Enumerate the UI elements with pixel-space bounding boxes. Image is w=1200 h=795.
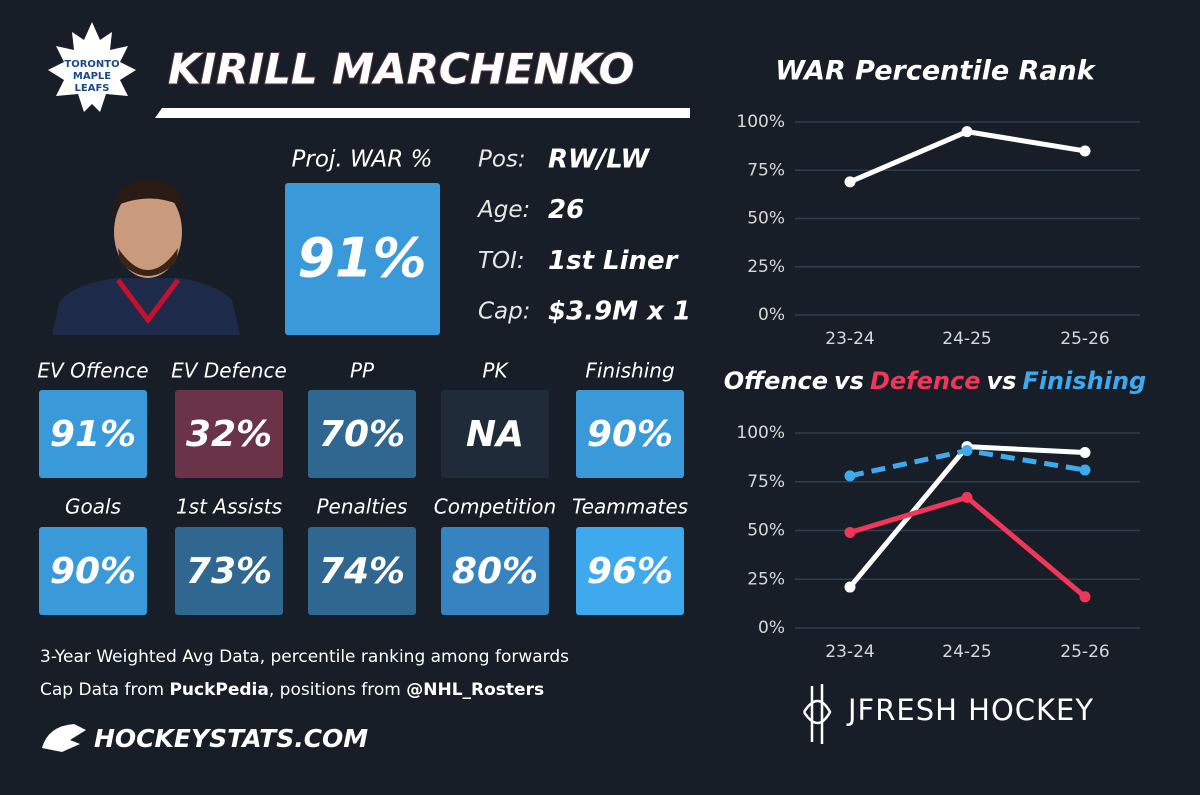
point [1079, 447, 1091, 458]
tile-box [39, 527, 147, 615]
legend-entry: Finishing [1022, 367, 1146, 395]
point [1079, 145, 1091, 157]
info-value: 26 [548, 195, 584, 225]
tile-value: 90% [50, 551, 136, 592]
footer-text: , positions from [269, 680, 406, 700]
tile-label: Goals [65, 495, 121, 519]
tile-label: Penalties [317, 495, 408, 519]
tile-box [175, 390, 283, 478]
y-tick-label: 25% [747, 569, 785, 589]
footer-text: @NHL_Rosters [406, 680, 544, 700]
x-tick-label: 24-25 [942, 642, 991, 662]
x-tick-label: 25-26 [1060, 329, 1109, 349]
tile-label: Competition [434, 495, 556, 519]
y-tick-label: 25% [747, 257, 785, 277]
info-value: RW/LW [548, 145, 651, 175]
brand-name: JFRESH HOCKEY [846, 693, 1094, 727]
tile-box [576, 527, 684, 615]
tile-value: NA [466, 414, 524, 455]
tile-box [39, 390, 147, 478]
tile-box [441, 390, 549, 478]
tile-value: 90% [587, 414, 673, 455]
tile-label: PK [482, 359, 509, 383]
logo-text: TORONTO [64, 59, 119, 70]
tile-box [175, 527, 283, 615]
tile-value: 80% [452, 551, 538, 592]
y-tick-label: 0% [758, 618, 785, 638]
x-tick-label: 23-24 [825, 329, 874, 349]
tile-value: 91% [50, 414, 136, 455]
tile-label: EV Offence [37, 359, 148, 383]
tile-value: 32% [186, 414, 272, 455]
tile-value: 74% [319, 551, 405, 592]
tile-label: EV Defence [171, 359, 287, 383]
info-label: TOI: [478, 248, 525, 274]
x-tick-label: 24-25 [942, 329, 991, 349]
x-tick-label: 23-24 [825, 642, 874, 662]
y-tick-label: 50% [747, 521, 785, 541]
point [961, 126, 973, 138]
site-name: HOCKEYSTATS.COM [94, 724, 368, 753]
brand-logo [802, 684, 832, 744]
tile-box [576, 390, 684, 478]
name-underline [155, 108, 690, 118]
tile-label: Finishing [585, 359, 674, 383]
info-label: Pos: [478, 147, 526, 173]
legend-entry: Defence [870, 367, 981, 395]
title-separator: vs [834, 367, 864, 395]
point [1079, 464, 1091, 476]
logo-text: LEAFS [75, 83, 110, 94]
x-tick-label: 25-26 [1060, 642, 1109, 662]
info-label: Cap: [478, 299, 531, 325]
info-value: $3.9M x 1 [548, 297, 691, 327]
proj-war-label: Proj. WAR % [292, 147, 433, 173]
title-separator: vs [986, 367, 1016, 395]
point [844, 526, 856, 538]
y-tick-label: 100% [736, 112, 785, 132]
footer-text: PuckPedia [169, 680, 268, 700]
point [844, 581, 856, 593]
tile-label: PP [350, 359, 375, 383]
logo-text: MAPLE [73, 71, 111, 82]
proj-war-box [285, 183, 440, 335]
point [844, 176, 856, 188]
point [961, 491, 973, 503]
point [844, 470, 856, 482]
legend-entry: Offence [724, 367, 828, 395]
info-value: 1st Liner [548, 246, 680, 276]
tile-box [308, 527, 416, 615]
y-tick-label: 100% [736, 423, 785, 443]
info-list: Pos: RW/LW Age: 26 TOI: 1st Liner Cap: $3.9M x … [476, 145, 691, 327]
y-tick-label: 75% [747, 160, 785, 180]
tiles: EV Offence 91% EV Defence 32% PP 70% PK NA Finis… [37, 359, 688, 615]
tile-label: 1st Assists [176, 495, 282, 519]
tile-box [308, 390, 416, 478]
footer-note: 3-Year Weighted Avg Data, percentile ran… [40, 647, 569, 667]
team-logo: TORONTO MAPLE LEAFS [48, 22, 136, 112]
y-tick-label: 50% [747, 209, 785, 229]
footer-note: Cap Data from PuckPedia, positions from … [40, 680, 544, 700]
proj-war-value: 91% [297, 227, 426, 290]
info-label: Age: [476, 197, 530, 223]
tile-value: 70% [319, 414, 405, 455]
tile-value: 73% [186, 551, 272, 592]
tile-value: 96% [587, 551, 673, 592]
y-tick-label: 0% [758, 305, 785, 325]
player-name: KIRILL MARCHENKO [168, 45, 634, 94]
chart-title: WAR Percentile Rank [775, 56, 1096, 87]
tile-box [441, 527, 549, 615]
site-logo [42, 724, 86, 752]
player-photo [52, 180, 240, 335]
chart-title: Offence vs Defence vs Finishing [724, 367, 1146, 395]
tile-label: Teammates [572, 495, 688, 519]
point [1079, 591, 1091, 603]
footer-text: Cap Data from [40, 680, 169, 700]
y-tick-label: 75% [747, 472, 785, 492]
point [961, 445, 973, 457]
